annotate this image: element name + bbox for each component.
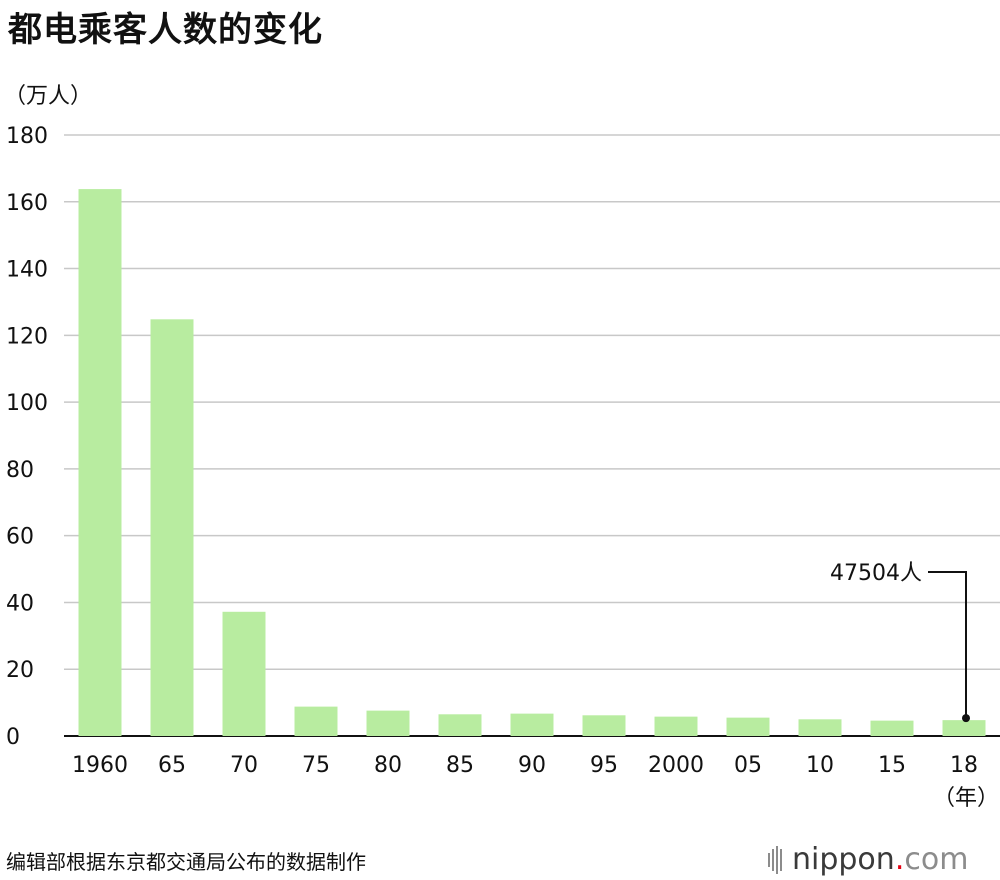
x-tick-label: 90 xyxy=(518,753,546,778)
y-tick-label: 180 xyxy=(6,124,48,149)
annotation-label: 47504人 xyxy=(830,561,922,586)
nippon-logo: nippon. com xyxy=(768,842,968,877)
y-tick-label: 60 xyxy=(6,525,34,550)
y-axis-unit-label: （万人） xyxy=(4,84,93,109)
bar-chart: 0 20 40 60 80 100 120 140 160 180 1960 65 70 75 80 85 9… xyxy=(6,124,1000,811)
bar-95 xyxy=(582,715,626,736)
x-tick-label: 1960 xyxy=(72,753,128,778)
bar-80 xyxy=(366,710,410,736)
logo-name: nippon xyxy=(792,842,895,877)
y-tick-label: 140 xyxy=(6,258,48,283)
grid-lines xyxy=(64,134,1000,737)
x-tick-label: 65 xyxy=(158,753,186,778)
x-tick-label: 2000 xyxy=(648,753,704,778)
x-tick-label: 75 xyxy=(302,753,330,778)
bar-2000 xyxy=(654,716,698,736)
x-axis-unit-label: （年） xyxy=(933,786,999,811)
y-tick-label: 80 xyxy=(6,458,34,483)
x-tick-label: 05 xyxy=(734,753,762,778)
bar-75 xyxy=(294,706,338,736)
bar-70 xyxy=(222,611,266,736)
y-tick-label: 20 xyxy=(6,658,34,683)
logo-tld: com xyxy=(904,842,969,877)
x-tick-label: 80 xyxy=(374,753,402,778)
chart-title: 都电乘客人数的变化 xyxy=(8,10,323,50)
bar-15 xyxy=(870,720,914,736)
annotation-leader-line xyxy=(928,571,967,719)
logo-bars-icon xyxy=(768,845,784,875)
bar-90 xyxy=(510,713,554,736)
logo-dot: . xyxy=(894,842,905,877)
x-tick-label: 10 xyxy=(806,753,834,778)
y-tick-labels: 0 20 40 60 80 100 120 140 160 180 xyxy=(6,124,48,750)
x-tick-label: 85 xyxy=(446,753,474,778)
bars xyxy=(78,189,986,737)
bar-65 xyxy=(150,319,194,736)
x-tick-label: 70 xyxy=(230,753,258,778)
bar-18 xyxy=(942,720,986,736)
annotation-dot xyxy=(962,714,970,723)
x-tick-label: 95 xyxy=(590,753,618,778)
bar-1960 xyxy=(78,189,122,737)
y-tick-label: 0 xyxy=(6,725,20,750)
x-tick-label: 18 xyxy=(950,753,978,778)
bar-05 xyxy=(726,717,770,736)
y-tick-label: 40 xyxy=(6,591,34,616)
y-tick-label: 120 xyxy=(6,324,48,349)
annotation: 47504人 xyxy=(830,561,970,723)
y-tick-label: 100 xyxy=(6,391,48,416)
source-note: 编辑部根据东京都交通局公布的数据制作 xyxy=(6,850,366,874)
bar-10 xyxy=(798,719,842,736)
y-tick-label: 160 xyxy=(6,191,48,216)
x-tick-labels: 1960 65 70 75 80 85 90 95 2000 05 10 15 18 （年） xyxy=(72,753,999,811)
bar-85 xyxy=(438,714,482,736)
x-tick-label: 15 xyxy=(878,753,906,778)
